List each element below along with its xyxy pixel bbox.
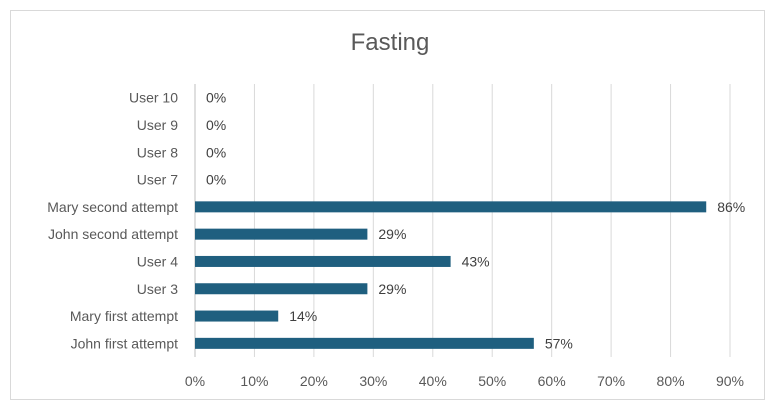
category-label: User 9 <box>137 117 178 133</box>
data-label: 29% <box>378 281 406 297</box>
x-tick-label: 40% <box>419 373 447 389</box>
x-tick-label: 10% <box>240 373 268 389</box>
category-label: User 4 <box>137 253 178 269</box>
x-tick-label: 20% <box>300 373 328 389</box>
x-tick-label: 70% <box>597 373 625 389</box>
bars <box>195 201 707 349</box>
x-tick-label: 50% <box>478 373 506 389</box>
category-labels: John first attempt Mary first attempt User… <box>47 90 178 352</box>
category-label: Mary second attempt <box>47 199 178 215</box>
bar <box>195 337 534 349</box>
x-tick-label: 30% <box>359 373 387 389</box>
data-label: 0% <box>206 172 226 188</box>
data-label: 86% <box>717 199 745 215</box>
bar <box>195 201 707 213</box>
category-label: John first attempt <box>71 335 178 351</box>
bar <box>195 255 451 267</box>
category-label: User 7 <box>137 172 178 188</box>
category-label: User 10 <box>129 90 178 106</box>
data-label: 0% <box>206 144 226 160</box>
chart-title: Fasting <box>351 29 430 56</box>
x-tick-labels: 0% 10% 20% 30% 40% 50% 60% 70% 80% 90% <box>185 373 744 389</box>
x-tick-label: 60% <box>538 373 566 389</box>
data-label: 0% <box>206 117 226 133</box>
data-label: 57% <box>545 335 573 351</box>
category-label: Mary first attempt <box>70 308 178 324</box>
category-label: User 3 <box>137 281 178 297</box>
x-tick-label: 0% <box>185 373 205 389</box>
bar <box>195 228 368 240</box>
data-label: 0% <box>206 90 226 106</box>
x-tick-label: 90% <box>716 373 744 389</box>
data-labels: 57% 14% 29% 43% 29% 86% 0% 0% 0% 0% <box>206 90 745 352</box>
x-tick-label: 80% <box>657 373 685 389</box>
category-label: John second attempt <box>48 226 178 242</box>
bar <box>195 283 368 295</box>
bar <box>195 310 279 322</box>
data-label: 14% <box>289 308 317 324</box>
data-label: 43% <box>462 253 490 269</box>
data-label: 29% <box>378 226 406 242</box>
category-label: User 8 <box>137 144 178 160</box>
